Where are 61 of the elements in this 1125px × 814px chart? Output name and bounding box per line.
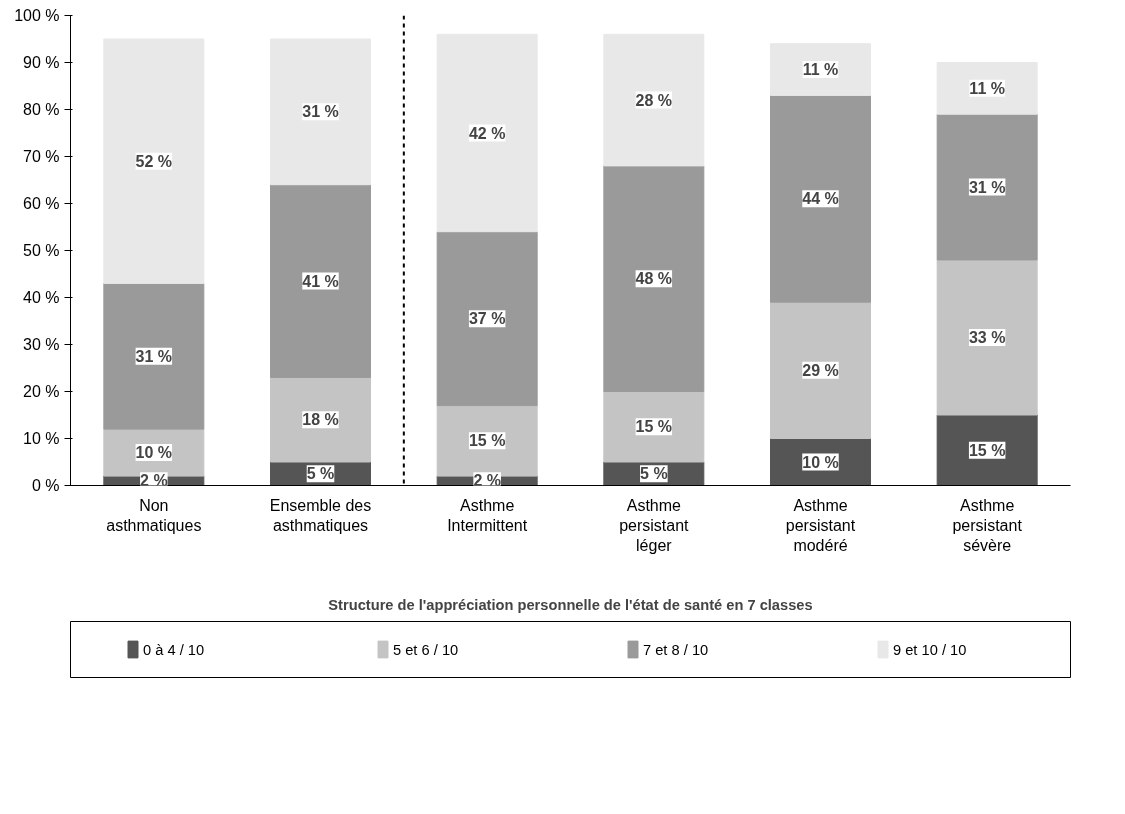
x-tick-label: Non asthmatiques (106, 496, 202, 534)
data-label: 15 % (468, 432, 506, 450)
bar (770, 94, 871, 303)
data-label: 11 % (802, 61, 839, 79)
data-label: 5 % (640, 465, 668, 483)
legend-label: 9 et 10 / 10 (893, 641, 967, 658)
legend-label: 7 et 8 / 10 (643, 641, 709, 658)
bar (603, 391, 705, 463)
data-label: 37 % (468, 310, 506, 328)
y-tick-label: 60 % (23, 195, 60, 212)
y-tick-label: 90 % (23, 54, 60, 71)
data-label: 42 % (468, 124, 506, 142)
data-label: 15 % (635, 418, 673, 436)
legend-label: 5 et 6 / 10 (393, 641, 459, 658)
y-tick-label: 100 % (14, 7, 60, 24)
x-tick-label: Asthme persistant modéré (785, 496, 856, 555)
bar (270, 376, 371, 463)
bar (436, 231, 538, 407)
data-label: 5 % (306, 465, 335, 483)
y-tick-label: 70 % (23, 148, 60, 165)
data-label: 18 % (302, 411, 339, 429)
x-tick-label: Asthme persistant léger (619, 496, 690, 555)
bar (936, 259, 1038, 416)
bar (103, 282, 205, 430)
legend-label: 0 à 4 / 10 (143, 641, 205, 658)
data-label: 31 % (968, 178, 1006, 196)
bar (603, 165, 705, 392)
bar (603, 33, 705, 167)
data-label: 48 % (635, 270, 673, 288)
bar (770, 43, 871, 96)
bar (103, 38, 205, 284)
data-label: 52 % (135, 152, 173, 170)
y-tick-label: 20 % (23, 383, 60, 400)
y-tick-label: 40 % (23, 289, 60, 306)
data-label: 28 % (635, 91, 673, 109)
bar (936, 414, 1038, 486)
data-label: 44 % (802, 190, 839, 208)
data-label: 11 % (969, 79, 1005, 97)
data-label: 33 % (968, 328, 1006, 346)
bar (936, 113, 1038, 261)
bar (770, 301, 871, 439)
data-label: 29 % (802, 361, 839, 379)
data-label: 15 % (968, 441, 1006, 459)
data-label: 31 % (135, 347, 173, 365)
y-tick-label: 80 % (23, 101, 60, 118)
y-tick-label: 10 % (23, 430, 60, 447)
y-tick-label: 0 % (31, 477, 60, 494)
y-tick-label: 30 % (23, 336, 60, 353)
y-tick-label: 50 % (23, 242, 60, 259)
x-tick-label: Asthme persistant sévère (952, 496, 1023, 555)
bar (436, 33, 538, 233)
x-tick-label: Ensemble des asthmatiques (269, 496, 372, 534)
bar (270, 184, 371, 378)
data-label: 31 % (302, 103, 339, 121)
x-axis-title: Structure de l'appréciation personnelle de l'état de santé en 7 classes (328, 597, 813, 614)
data-label: 10 % (135, 444, 173, 462)
x-tick-label: Asthme Intermittent (447, 496, 528, 534)
data-label: 41 % (302, 272, 339, 290)
bar (270, 38, 371, 186)
bar (936, 62, 1038, 115)
data-label: 10 % (802, 453, 839, 471)
